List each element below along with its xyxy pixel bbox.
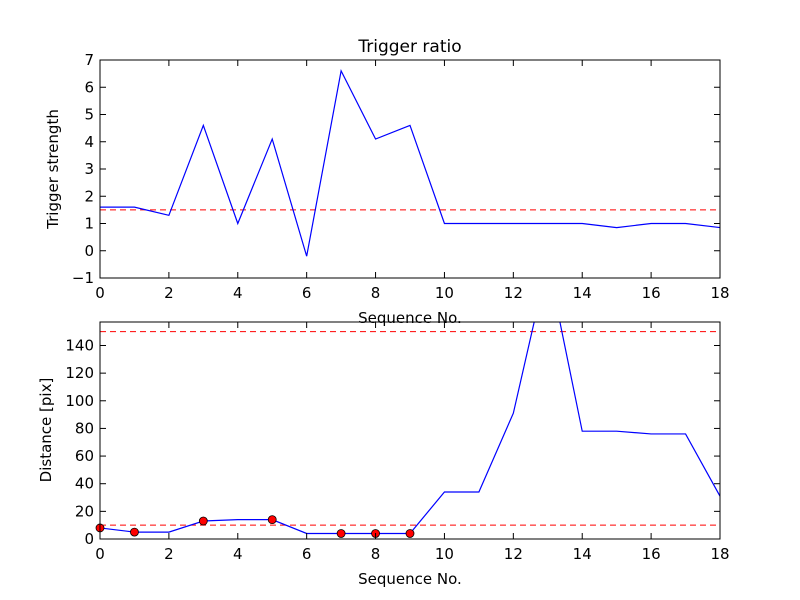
top-y-tick-label: 1 [84, 215, 94, 233]
top-y-tick-label: −1 [72, 269, 94, 287]
top-y-tick-label: 4 [84, 133, 94, 151]
bottom-y-tick-label: 60 [75, 447, 94, 465]
bottom-plot-ticks: 0 2 4 6 8 10 12 14 16 18 0 20 40 60 80 100 120 140 [65, 322, 730, 563]
bottom-x-tick-label: 4 [233, 545, 243, 563]
bottom-x-tick-label: 12 [504, 545, 523, 563]
bottom-y-tick-label: 100 [65, 392, 94, 410]
bottom-marker-point [130, 527, 139, 537]
bottom-y-tick-label: 40 [75, 475, 94, 493]
top-x-tick-label: 12 [504, 284, 523, 302]
bottom-y-tick-label: 20 [75, 502, 94, 520]
top-x-tick-label: 0 [95, 284, 105, 302]
top-x-tick-label: 16 [642, 284, 661, 302]
top-y-tick-label: 6 [84, 78, 94, 96]
bottom-x-tick-label: 6 [302, 545, 312, 563]
top-y-tick-label: 7 [84, 51, 94, 69]
bottom-x-tick-label: 0 [95, 545, 105, 563]
bottom-x-tick-label: 8 [371, 545, 381, 563]
bottom-y-tick-label: 80 [75, 419, 94, 437]
top-x-tick-label: 8 [371, 284, 381, 302]
bottom-y-tick-label: 140 [65, 336, 94, 354]
bottom-x-tick-label: 14 [573, 545, 592, 563]
trigger-ratio-plot: Trigger ratio 0 2 4 6 8 10 12 14 16 18−101234567 … [44, 37, 730, 327]
bottom-y-tick-label: 120 [65, 364, 94, 382]
top-x-tick-label: 4 [233, 284, 243, 302]
top-plot-area [100, 69, 720, 257]
bottom-y-tick-label: 0 [84, 530, 94, 548]
top-x-tick-label: 14 [573, 284, 592, 302]
top-y-axis-label: Trigger strength [44, 109, 62, 230]
bottom-marker-point [405, 529, 415, 538]
bottom-x-tick-label: 10 [435, 545, 454, 563]
bottom-marker-point [336, 529, 346, 538]
bottom-x-tick-label: 16 [642, 545, 661, 563]
top-y-tick-label: 2 [84, 187, 94, 205]
top-plot-data [100, 69, 720, 257]
top-x-tick-label: 6 [302, 284, 312, 302]
top-chart-title: Trigger ratio [357, 37, 461, 57]
top-series-line-0 [100, 69, 720, 257]
top-x-tick-label: 2 [164, 284, 174, 302]
bottom-marker-point [198, 516, 208, 526]
distance-plot: 0 2 4 6 8 10 12 14 16 18 0 20 40 60 80 100 120 140 Sequen… [37, 321, 730, 588]
bottom-plot-data [95, 322, 720, 538]
bottom-x-tick-label: 2 [164, 545, 174, 563]
top-x-tick-label: 10 [435, 284, 454, 302]
top-y-tick-label: 0 [84, 242, 94, 260]
bottom-x-tick-label: 18 [710, 545, 729, 563]
bottom-y-axis-label: Distance [pix] [37, 378, 55, 483]
bottom-x-axis-label: Sequence No. [358, 570, 462, 588]
top-y-tick-label: 3 [84, 160, 94, 178]
bottom-plot-frame [99, 321, 721, 540]
bottom-marker-point [267, 515, 277, 525]
top-x-tick-label: 18 [710, 284, 729, 302]
top-x-axis-label: Sequence No. [358, 309, 462, 327]
top-y-tick-label: 5 [84, 106, 94, 124]
